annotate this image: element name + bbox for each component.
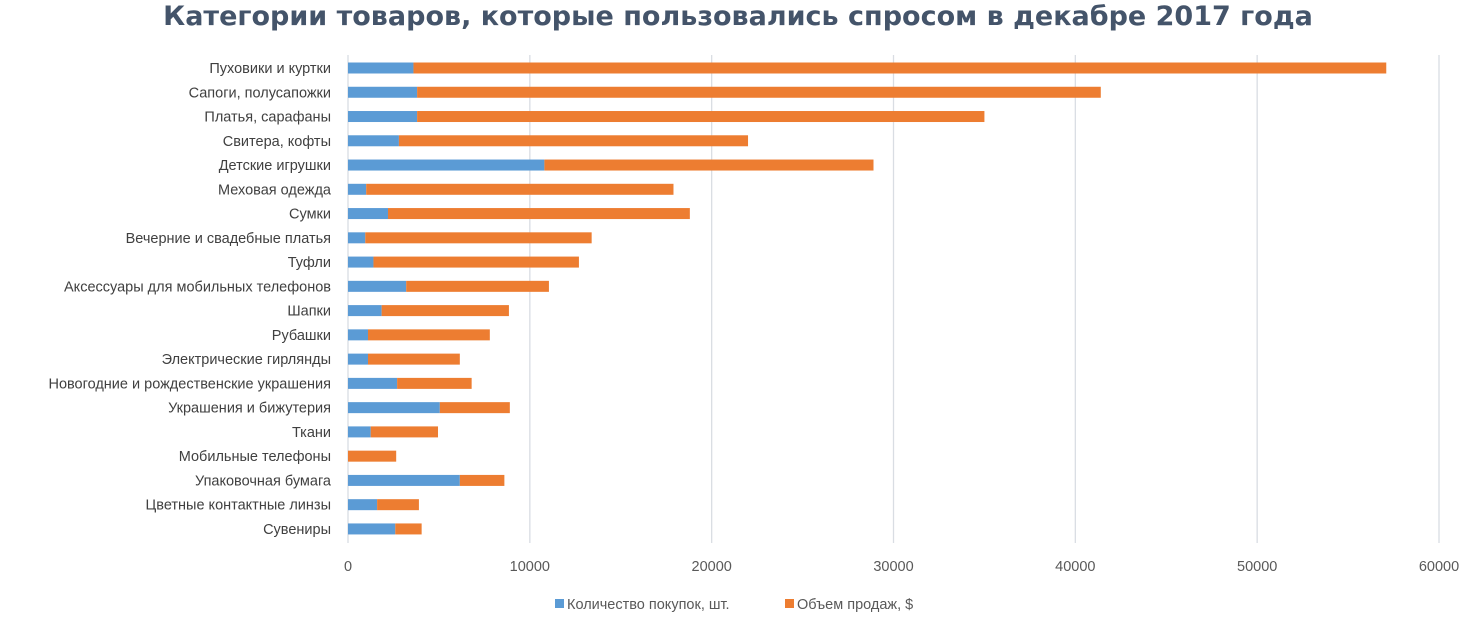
- bar-count: [348, 305, 382, 317]
- bar-count: [348, 135, 399, 147]
- category-label: Электрические гирлянды: [162, 352, 331, 368]
- bar-count: [348, 232, 366, 244]
- chart-title: Категории товаров, которые пользовались …: [163, 1, 1313, 32]
- bar-count: [348, 377, 398, 389]
- bar-count: [348, 208, 389, 220]
- bar-sales: [417, 111, 985, 123]
- bar-sales: [406, 280, 549, 292]
- bar-count: [348, 62, 414, 74]
- category-label: Шапки: [287, 304, 331, 320]
- bar-sales: [365, 232, 592, 244]
- legend-label-sales: Объем продаж, $: [797, 597, 913, 613]
- bar-sales: [370, 426, 439, 438]
- legend-swatch-sales: [785, 599, 794, 608]
- x-tick-label: 0: [344, 559, 352, 575]
- bar-sales: [398, 135, 749, 147]
- bar-sales: [397, 377, 472, 389]
- x-tick-label: 30000: [873, 559, 913, 575]
- x-axis-ticks: 0 10000 20000 30000 40000 50000 60000: [344, 559, 1459, 575]
- category-label: Мобильные телефоны: [179, 449, 331, 465]
- x-tick-label: 50000: [1237, 559, 1277, 575]
- x-tick-label: 10000: [510, 559, 550, 575]
- bar-sales: [368, 353, 460, 365]
- bar-sales: [366, 183, 674, 195]
- bar-count: [348, 523, 396, 535]
- category-label: Свитера, кофты: [223, 134, 331, 150]
- category-label: Сапоги, полусапожки: [189, 85, 331, 101]
- legend-swatch-count: [555, 599, 564, 608]
- category-label: Рубашки: [272, 328, 331, 344]
- bar-count: [348, 183, 367, 195]
- category-label: Меховая одежда: [218, 182, 332, 198]
- gridlines: [347, 55, 1440, 543]
- category-label: Туфли: [288, 255, 331, 271]
- bar-sales: [373, 256, 579, 268]
- bar-sales: [417, 86, 1101, 98]
- bar-count: [348, 474, 460, 486]
- legend-label-count: Количество покупок, шт.: [567, 597, 730, 613]
- bar-sales: [368, 329, 490, 341]
- bar-count: [348, 159, 545, 171]
- bar-count: [348, 256, 374, 268]
- legend: Количество покупок, шт. Объем продаж, $: [555, 597, 913, 613]
- bar-count: [348, 499, 378, 511]
- category-label: Упаковочная бумага: [195, 473, 332, 489]
- bar-sales: [377, 499, 419, 511]
- bar-sales: [381, 305, 509, 317]
- bar-count: [348, 426, 371, 438]
- bar-count: [348, 111, 418, 123]
- category-label: Цветные контактные линзы: [146, 498, 331, 514]
- category-label: Платья, сарафаны: [204, 110, 331, 126]
- bar-count: [348, 280, 407, 292]
- bar-sales: [459, 474, 505, 486]
- bar-count: [348, 402, 440, 414]
- bar-count: [348, 86, 418, 98]
- category-labels: Пуховики и куртки Сапоги, полусапожки Плат…: [48, 61, 331, 538]
- bar-sales: [544, 159, 874, 171]
- category-label: Новогодние и рождественские украшения: [48, 376, 331, 392]
- x-tick-label: 40000: [1055, 559, 1095, 575]
- bar-sales: [413, 62, 1387, 74]
- category-label: Сувениры: [263, 522, 331, 538]
- bar-sales: [439, 402, 510, 414]
- bar-count: [348, 353, 369, 365]
- bar-sales: [395, 523, 422, 535]
- bar-sales: [388, 208, 690, 220]
- category-label: Вечерние и свадебные платья: [126, 231, 331, 247]
- category-label: Пуховики и куртки: [209, 61, 331, 77]
- category-label: Сумки: [289, 207, 331, 223]
- x-tick-label: 20000: [692, 559, 732, 575]
- bars: [348, 62, 1387, 535]
- x-tick-label: 60000: [1419, 559, 1459, 575]
- category-label: Ткани: [292, 425, 331, 441]
- category-label: Украшения и бижутерия: [168, 401, 331, 417]
- category-label: Детские игрушки: [219, 158, 331, 174]
- category-label: Аксессуары для мобильных телефонов: [64, 279, 331, 295]
- bar-count: [348, 329, 369, 341]
- bar-sales: [348, 450, 397, 462]
